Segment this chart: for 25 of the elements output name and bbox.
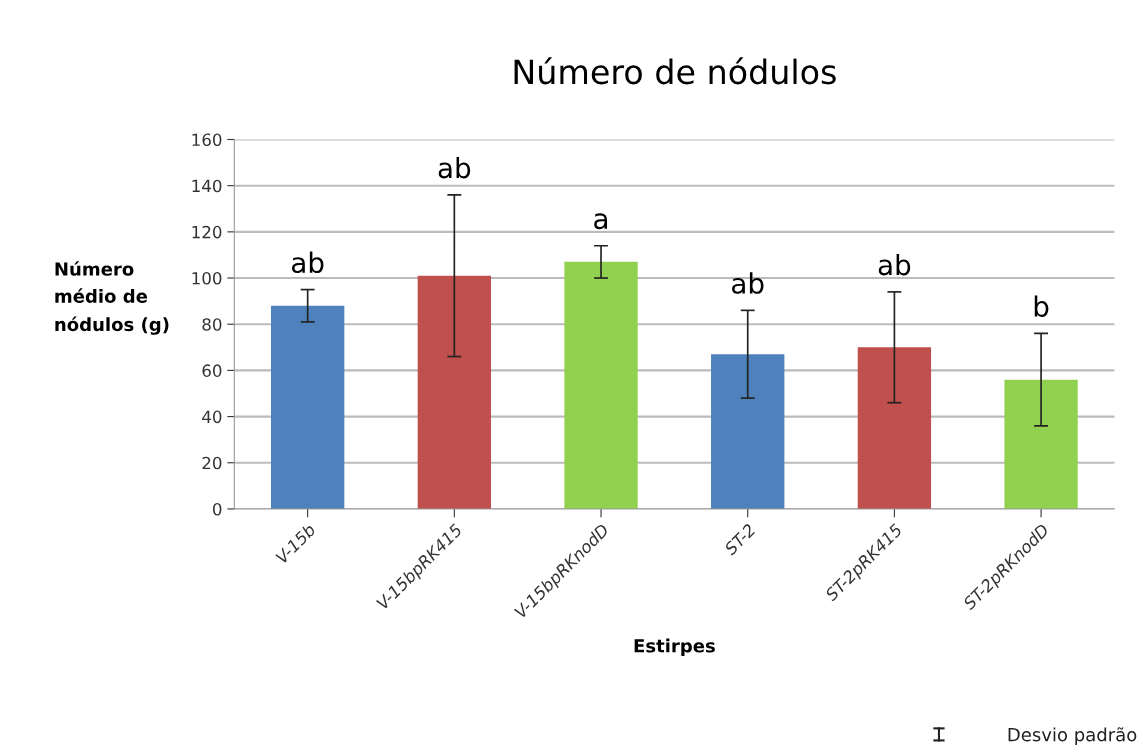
annotation: ab <box>292 251 324 274</box>
y-tick-label: 0 <box>213 502 222 516</box>
bar <box>417 275 492 509</box>
y-tick-label: 160 <box>192 133 222 147</box>
annotation: ab <box>732 272 764 294</box>
annotation: b <box>1034 295 1049 317</box>
y-tick-label: 40 <box>202 410 222 424</box>
y-tick-label: 100 <box>192 272 222 285</box>
y-tick-label: 60 <box>202 364 222 377</box>
bar <box>270 305 345 509</box>
annotation: a <box>594 213 608 230</box>
y-tick-label: 20 <box>202 456 222 470</box>
y-tick-label: 80 <box>202 318 222 331</box>
annotation: ab <box>438 156 471 179</box>
text: Desvio padrão <box>1008 727 1137 745</box>
bar <box>711 354 785 509</box>
x-axis-title: Estirpes <box>634 638 715 657</box>
y-axis-title: Número médio de nódulos (g) <box>55 261 169 335</box>
bar <box>857 347 932 509</box>
y-tick-label: 140 <box>192 179 222 193</box>
annotation: ab <box>878 253 911 276</box>
bar <box>564 261 638 509</box>
bar <box>1004 379 1078 509</box>
chart-title: Número de nódulos <box>514 57 836 85</box>
y-tick-label: 120 <box>192 225 222 239</box>
